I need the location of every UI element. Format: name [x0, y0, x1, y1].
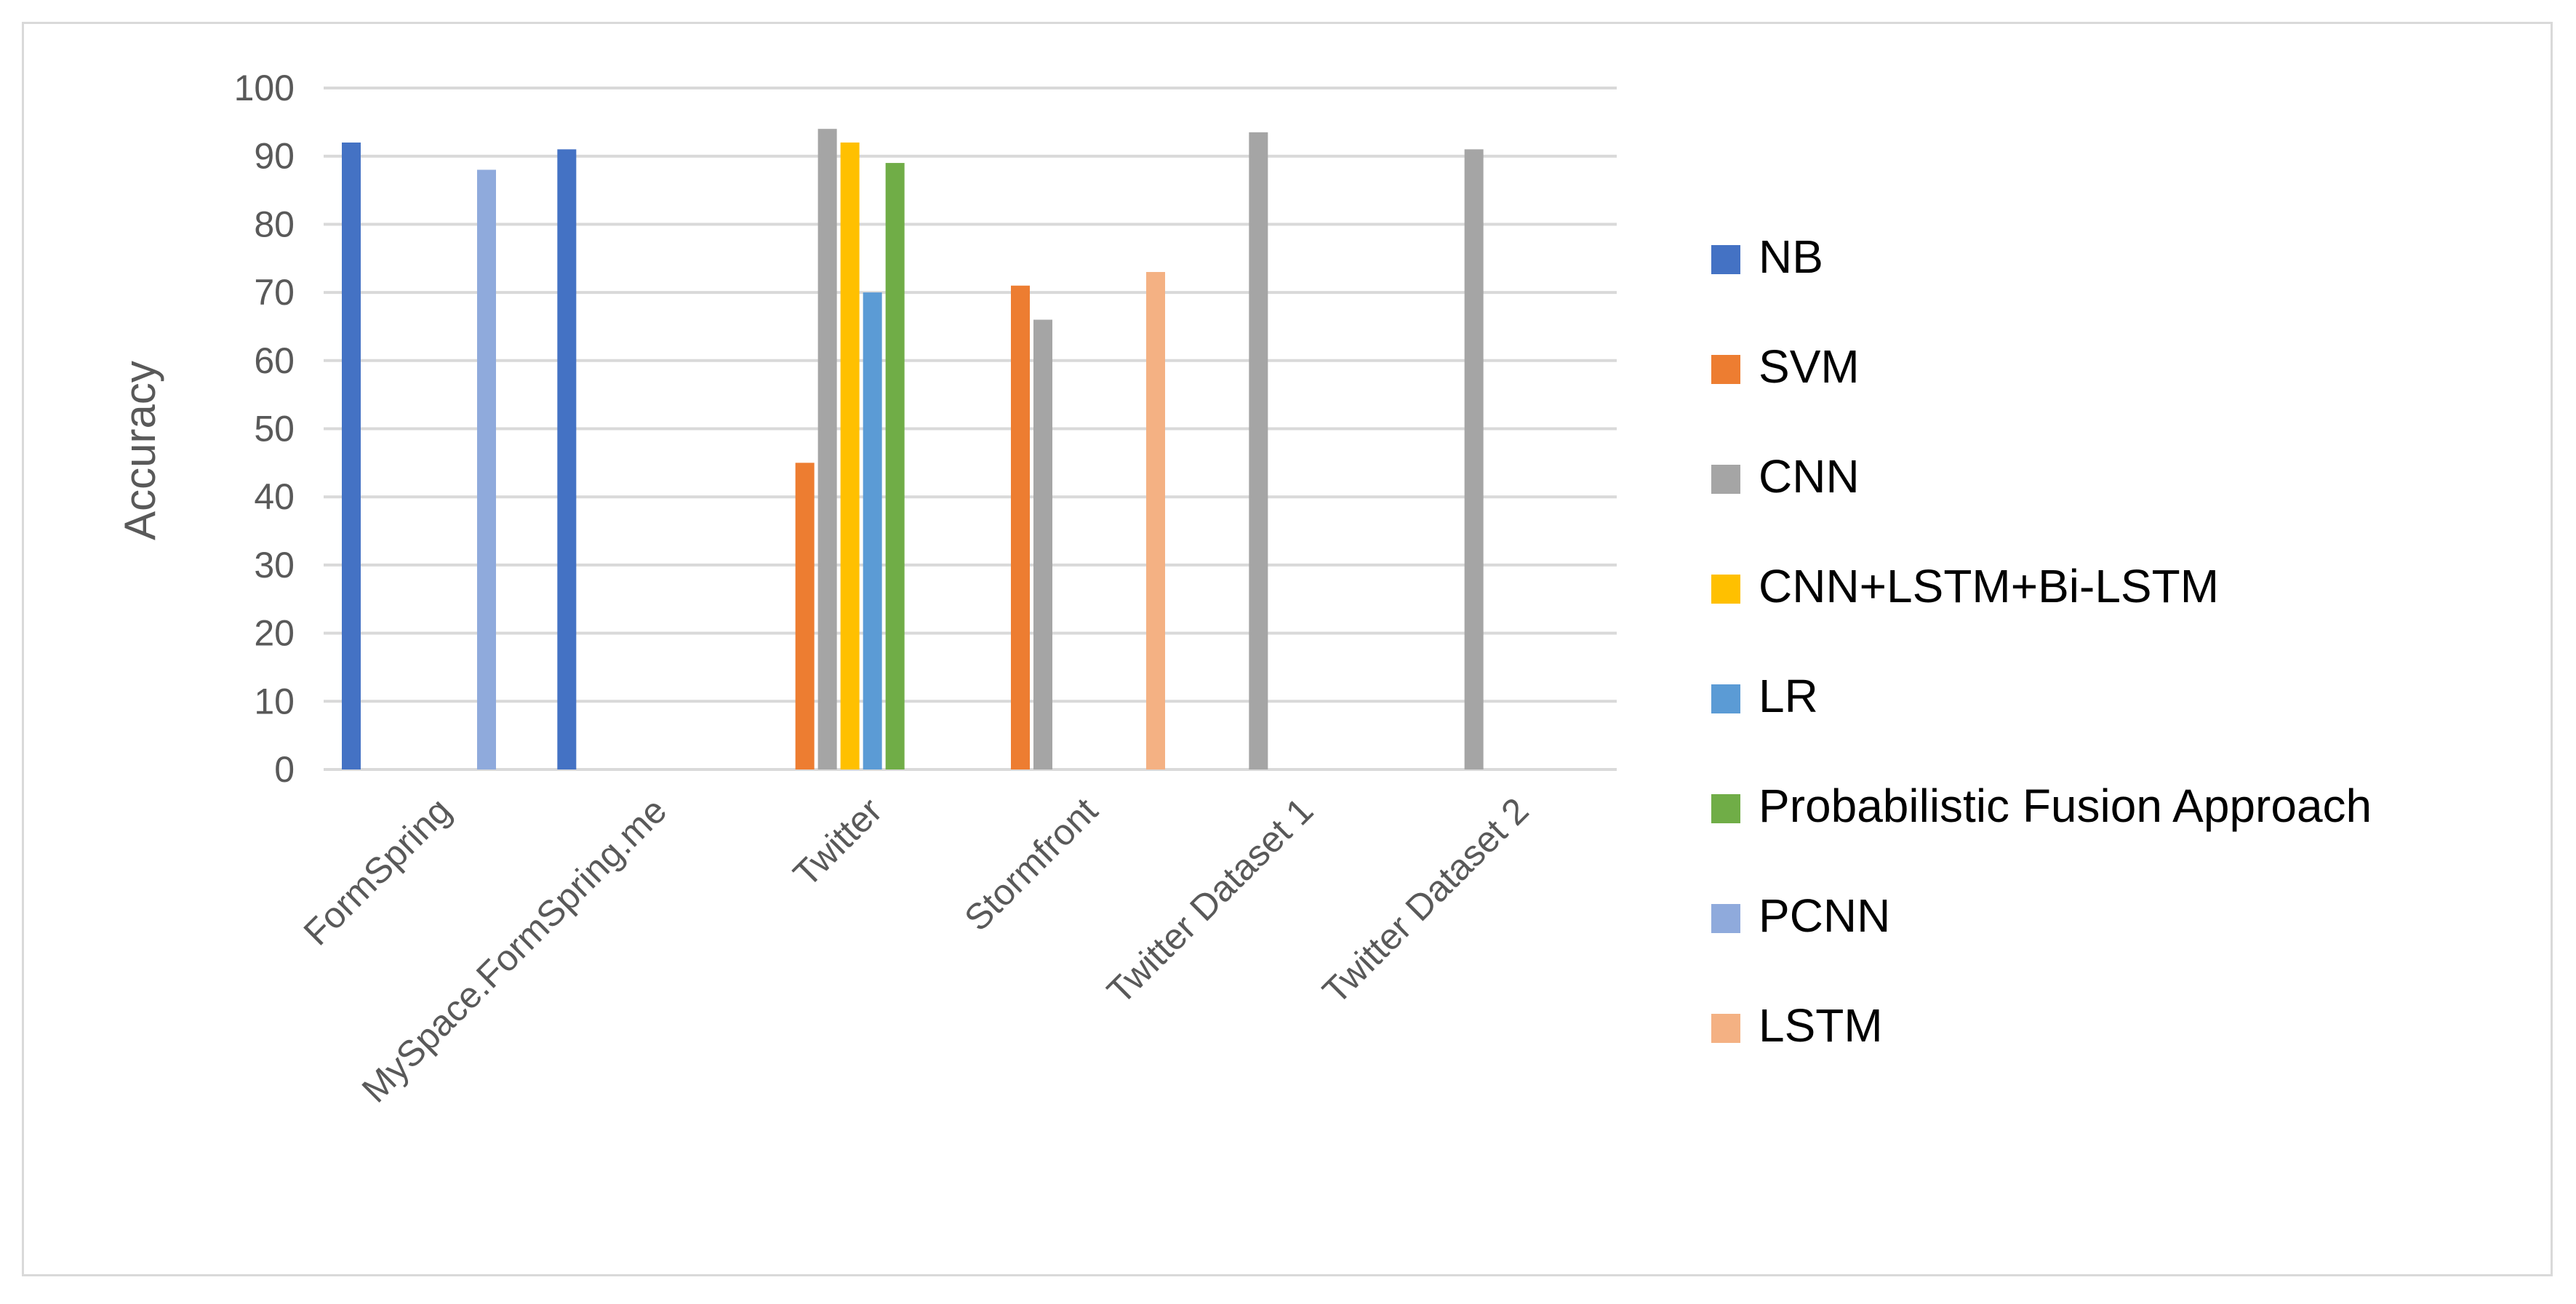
legend-swatch [1711, 245, 1740, 274]
legend-swatch [1711, 575, 1740, 604]
y-tick-label: 0 [274, 749, 295, 790]
legend-swatch [1711, 794, 1740, 823]
bar [557, 149, 577, 769]
bar-chart: 0 10 20 30 40 50 60 70 80 90 100 FormSpringMySpace… [116, 68, 2372, 1111]
y-tick-label: 30 [254, 545, 295, 585]
legend-label: Probabilistic Fusion Approach [1759, 780, 2372, 832]
legend-label: LSTM [1759, 999, 1883, 1052]
x-category-label: Stormfront [956, 790, 1105, 939]
legend-swatch [1711, 684, 1740, 713]
chart-frame: 0 10 20 30 40 50 60 70 80 90 100 FormSpring MySpace… [22, 22, 2553, 1276]
bar [477, 169, 496, 769]
gridlines [324, 87, 1617, 771]
bar [817, 129, 837, 770]
y-tick-label: 40 [254, 476, 295, 517]
bar [1249, 132, 1268, 769]
bars [342, 129, 1484, 770]
x-category-label: Twitter Dataset 2 [1315, 790, 1537, 1012]
y-tick-label: 60 [254, 340, 295, 381]
legend-label: PCNN [1759, 889, 1890, 942]
bar [342, 142, 361, 769]
legend-label: LR [1759, 670, 1818, 722]
bar [840, 142, 860, 769]
y-tick-label: 80 [254, 204, 295, 244]
legend-label: SVM [1759, 340, 1860, 393]
x-category-label: Twitter Dataset 1 [1099, 790, 1321, 1012]
y-axis-title: Accuracy [116, 361, 164, 540]
y-axis-tick-labels: 0 10 20 30 40 50 60 70 80 90 100 [234, 68, 295, 790]
legend-label: CNN+LSTM+Bi-LSTM [1759, 560, 2219, 612]
legend-label: NB [1759, 231, 1823, 283]
x-category-label: Twitter [785, 790, 890, 895]
bar [863, 292, 882, 770]
y-tick-label: 100 [234, 68, 295, 108]
bar [1033, 319, 1052, 770]
legend-label: CNN [1759, 450, 1860, 503]
legend-swatch [1711, 465, 1740, 494]
bar [1146, 271, 1165, 769]
y-tick-label: 10 [254, 681, 295, 721]
bar [1464, 149, 1484, 769]
y-tick-label: 70 [254, 272, 295, 313]
bar [1011, 285, 1030, 770]
legend-swatch [1711, 1014, 1740, 1043]
legend-swatch [1711, 355, 1740, 384]
y-tick-label: 20 [254, 613, 295, 654]
bar [795, 463, 815, 769]
legend: NB SVM CNN CNN+LSTM+Bi-LSTM LR Probabilistic … [1711, 231, 2372, 1052]
y-tick-label: 50 [254, 409, 295, 449]
x-category-label: FormSpring [296, 790, 459, 953]
y-tick-label: 90 [254, 136, 295, 177]
bar [885, 163, 905, 769]
legend-swatch [1711, 904, 1740, 933]
